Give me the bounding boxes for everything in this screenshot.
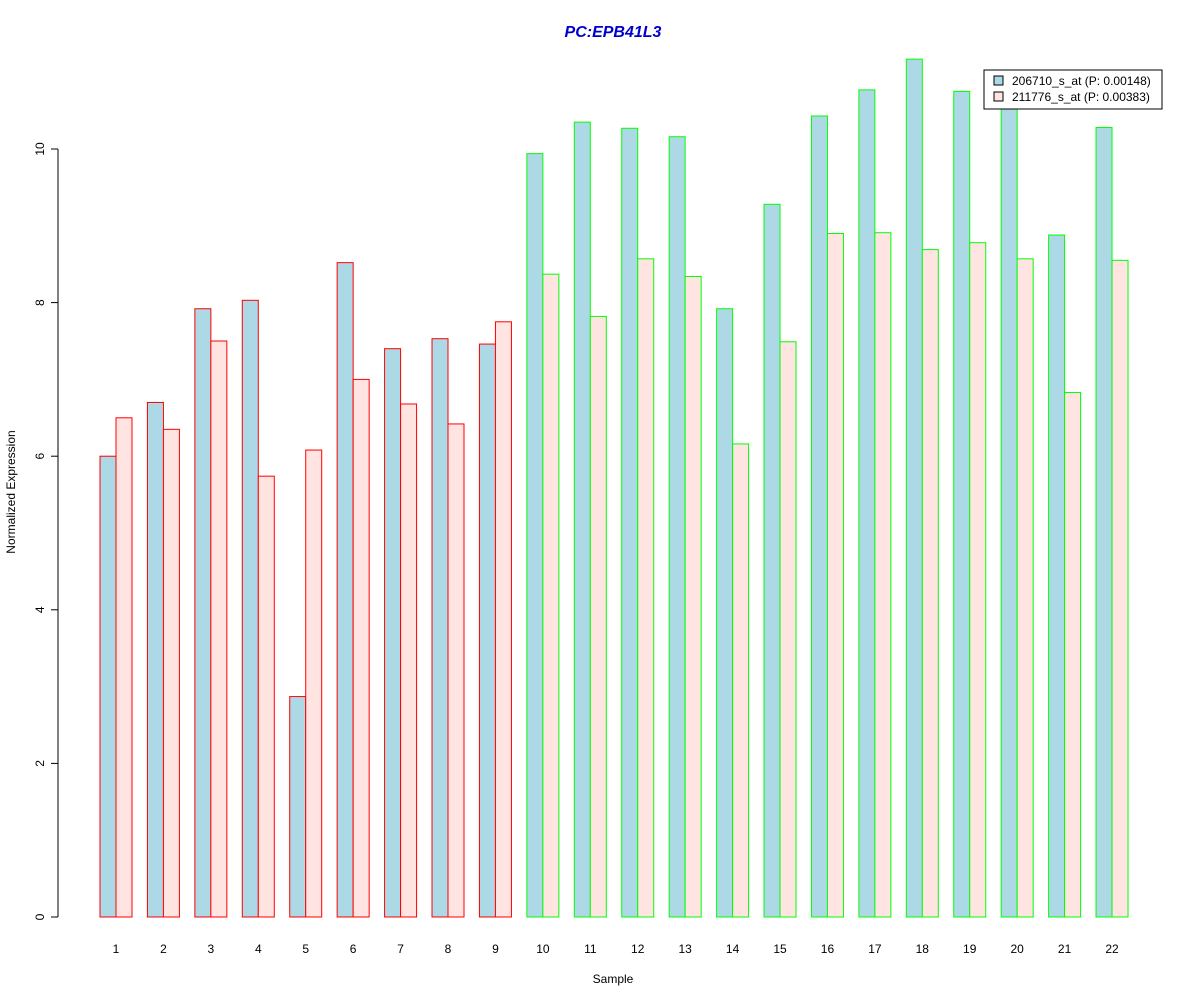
x-tick-label: 3 <box>208 942 215 956</box>
bar-sample-18-series-2 <box>921 249 939 918</box>
legend-swatch-series-2 <box>993 91 1004 102</box>
bar-sample-11-series-1 <box>573 121 591 918</box>
x-tick-label: 11 <box>584 942 597 956</box>
bar-sample-21-series-1 <box>1048 234 1066 918</box>
x-tick-label: 19 <box>963 942 977 956</box>
y-tick-label: 4 <box>33 606 47 613</box>
bar-sample-16-series-2 <box>826 232 844 918</box>
x-tick-label: 14 <box>726 942 740 956</box>
y-tick-label: 10 <box>33 142 47 156</box>
bar-sample-20-series-2 <box>1016 258 1034 918</box>
x-tick-label: 4 <box>255 942 262 956</box>
bar-sample-17-series-1 <box>858 89 876 918</box>
bar-sample-10-series-2 <box>542 273 560 918</box>
bar-sample-17-series-2 <box>874 232 892 918</box>
bar-sample-13-series-2 <box>684 275 702 918</box>
x-tick-label: 1 <box>113 942 120 956</box>
x-tick-label: 18 <box>916 942 930 956</box>
chart-title: PC:EPB41L3 <box>565 24 662 41</box>
x-tick-label: 12 <box>631 942 645 956</box>
x-tick-label: 8 <box>445 942 452 956</box>
bar-sample-1-series-2 <box>115 417 133 918</box>
x-tick-label: 7 <box>397 942 404 956</box>
bar-sample-6-series-2 <box>352 378 370 918</box>
x-tick-label: 16 <box>821 942 835 956</box>
x-tick-label: 17 <box>868 942 882 956</box>
x-tick-label: 13 <box>678 942 692 956</box>
x-tick-label: 10 <box>536 942 550 956</box>
bar-sample-5-series-2 <box>305 449 323 918</box>
bar-sample-4-series-1 <box>241 299 259 918</box>
y-axis-label: Normalized Expression <box>4 430 18 553</box>
y-axis: 0 2 4 6 8 10 <box>33 142 59 920</box>
legend-label-series-2: 211776_s_at (P: 0.00383) <box>1012 90 1150 104</box>
bar-sample-20-series-1 <box>1000 104 1018 918</box>
x-tick-label: 22 <box>1105 942 1119 956</box>
bar-sample-12-series-1 <box>621 127 639 918</box>
bar-sample-19-series-2 <box>969 242 987 918</box>
y-tick-label: 6 <box>33 453 47 460</box>
bar-sample-22-series-2 <box>1111 259 1129 918</box>
x-tick-label: 5 <box>302 942 309 956</box>
bar-sample-8-series-1 <box>431 338 449 918</box>
bar-sample-1-series-1 <box>99 455 117 918</box>
x-tick-label: 20 <box>1010 942 1024 956</box>
bar-sample-4-series-2 <box>257 475 275 918</box>
x-tick-label: 15 <box>773 942 787 956</box>
x-tick-label: 21 <box>1058 942 1072 956</box>
bar-sample-7-series-2 <box>400 403 418 918</box>
bar-sample-5-series-1 <box>289 696 307 918</box>
bar-sample-12-series-2 <box>637 258 655 918</box>
x-axis-label: Sample <box>593 972 634 986</box>
bar-sample-18-series-1 <box>905 58 923 918</box>
bar-sample-14-series-2 <box>732 443 750 918</box>
bar-sample-11-series-2 <box>589 315 607 918</box>
bar-sample-15-series-1 <box>763 203 781 918</box>
y-tick-label: 2 <box>33 760 47 767</box>
bar-sample-13-series-1 <box>668 136 686 918</box>
bar-sample-7-series-1 <box>384 348 402 918</box>
bars-group <box>99 58 1129 918</box>
x-tick-label: 9 <box>492 942 499 956</box>
bar-sample-21-series-2 <box>1064 391 1082 918</box>
y-tick-label: 8 <box>33 299 47 306</box>
bar-sample-22-series-1 <box>1095 127 1113 918</box>
legend: 206710_s_at (P: 0.00148) 211776_s_at (P:… <box>983 69 1163 110</box>
x-tick-label: 2 <box>160 942 167 956</box>
bar-sample-3-series-2 <box>210 340 228 918</box>
bar-sample-2-series-2 <box>162 428 180 918</box>
bar-sample-9-series-2 <box>494 321 512 918</box>
bar-sample-9-series-1 <box>478 343 496 918</box>
y-tick-label: 0 <box>33 913 47 920</box>
legend-swatch-series-1 <box>993 75 1004 86</box>
bar-sample-14-series-1 <box>716 308 734 918</box>
bar-sample-10-series-1 <box>526 153 544 918</box>
bar-sample-15-series-2 <box>779 341 797 918</box>
bar-sample-8-series-2 <box>447 423 465 918</box>
bar-sample-2-series-1 <box>146 401 164 918</box>
x-tick-label: 6 <box>350 942 357 956</box>
legend-label-series-1: 206710_s_at (P: 0.00148) <box>1012 74 1151 88</box>
x-tick-labels: 1 2 3 4 5 6 7 8 9 10 11 12 13 14 15 16 17 18 19 20 21 22 <box>113 942 1119 956</box>
bar-sample-19-series-1 <box>953 90 971 918</box>
bar-sample-6-series-1 <box>336 262 354 918</box>
bar-sample-3-series-1 <box>194 308 212 918</box>
bar-sample-16-series-1 <box>810 115 828 918</box>
legend-box <box>983 69 1163 110</box>
